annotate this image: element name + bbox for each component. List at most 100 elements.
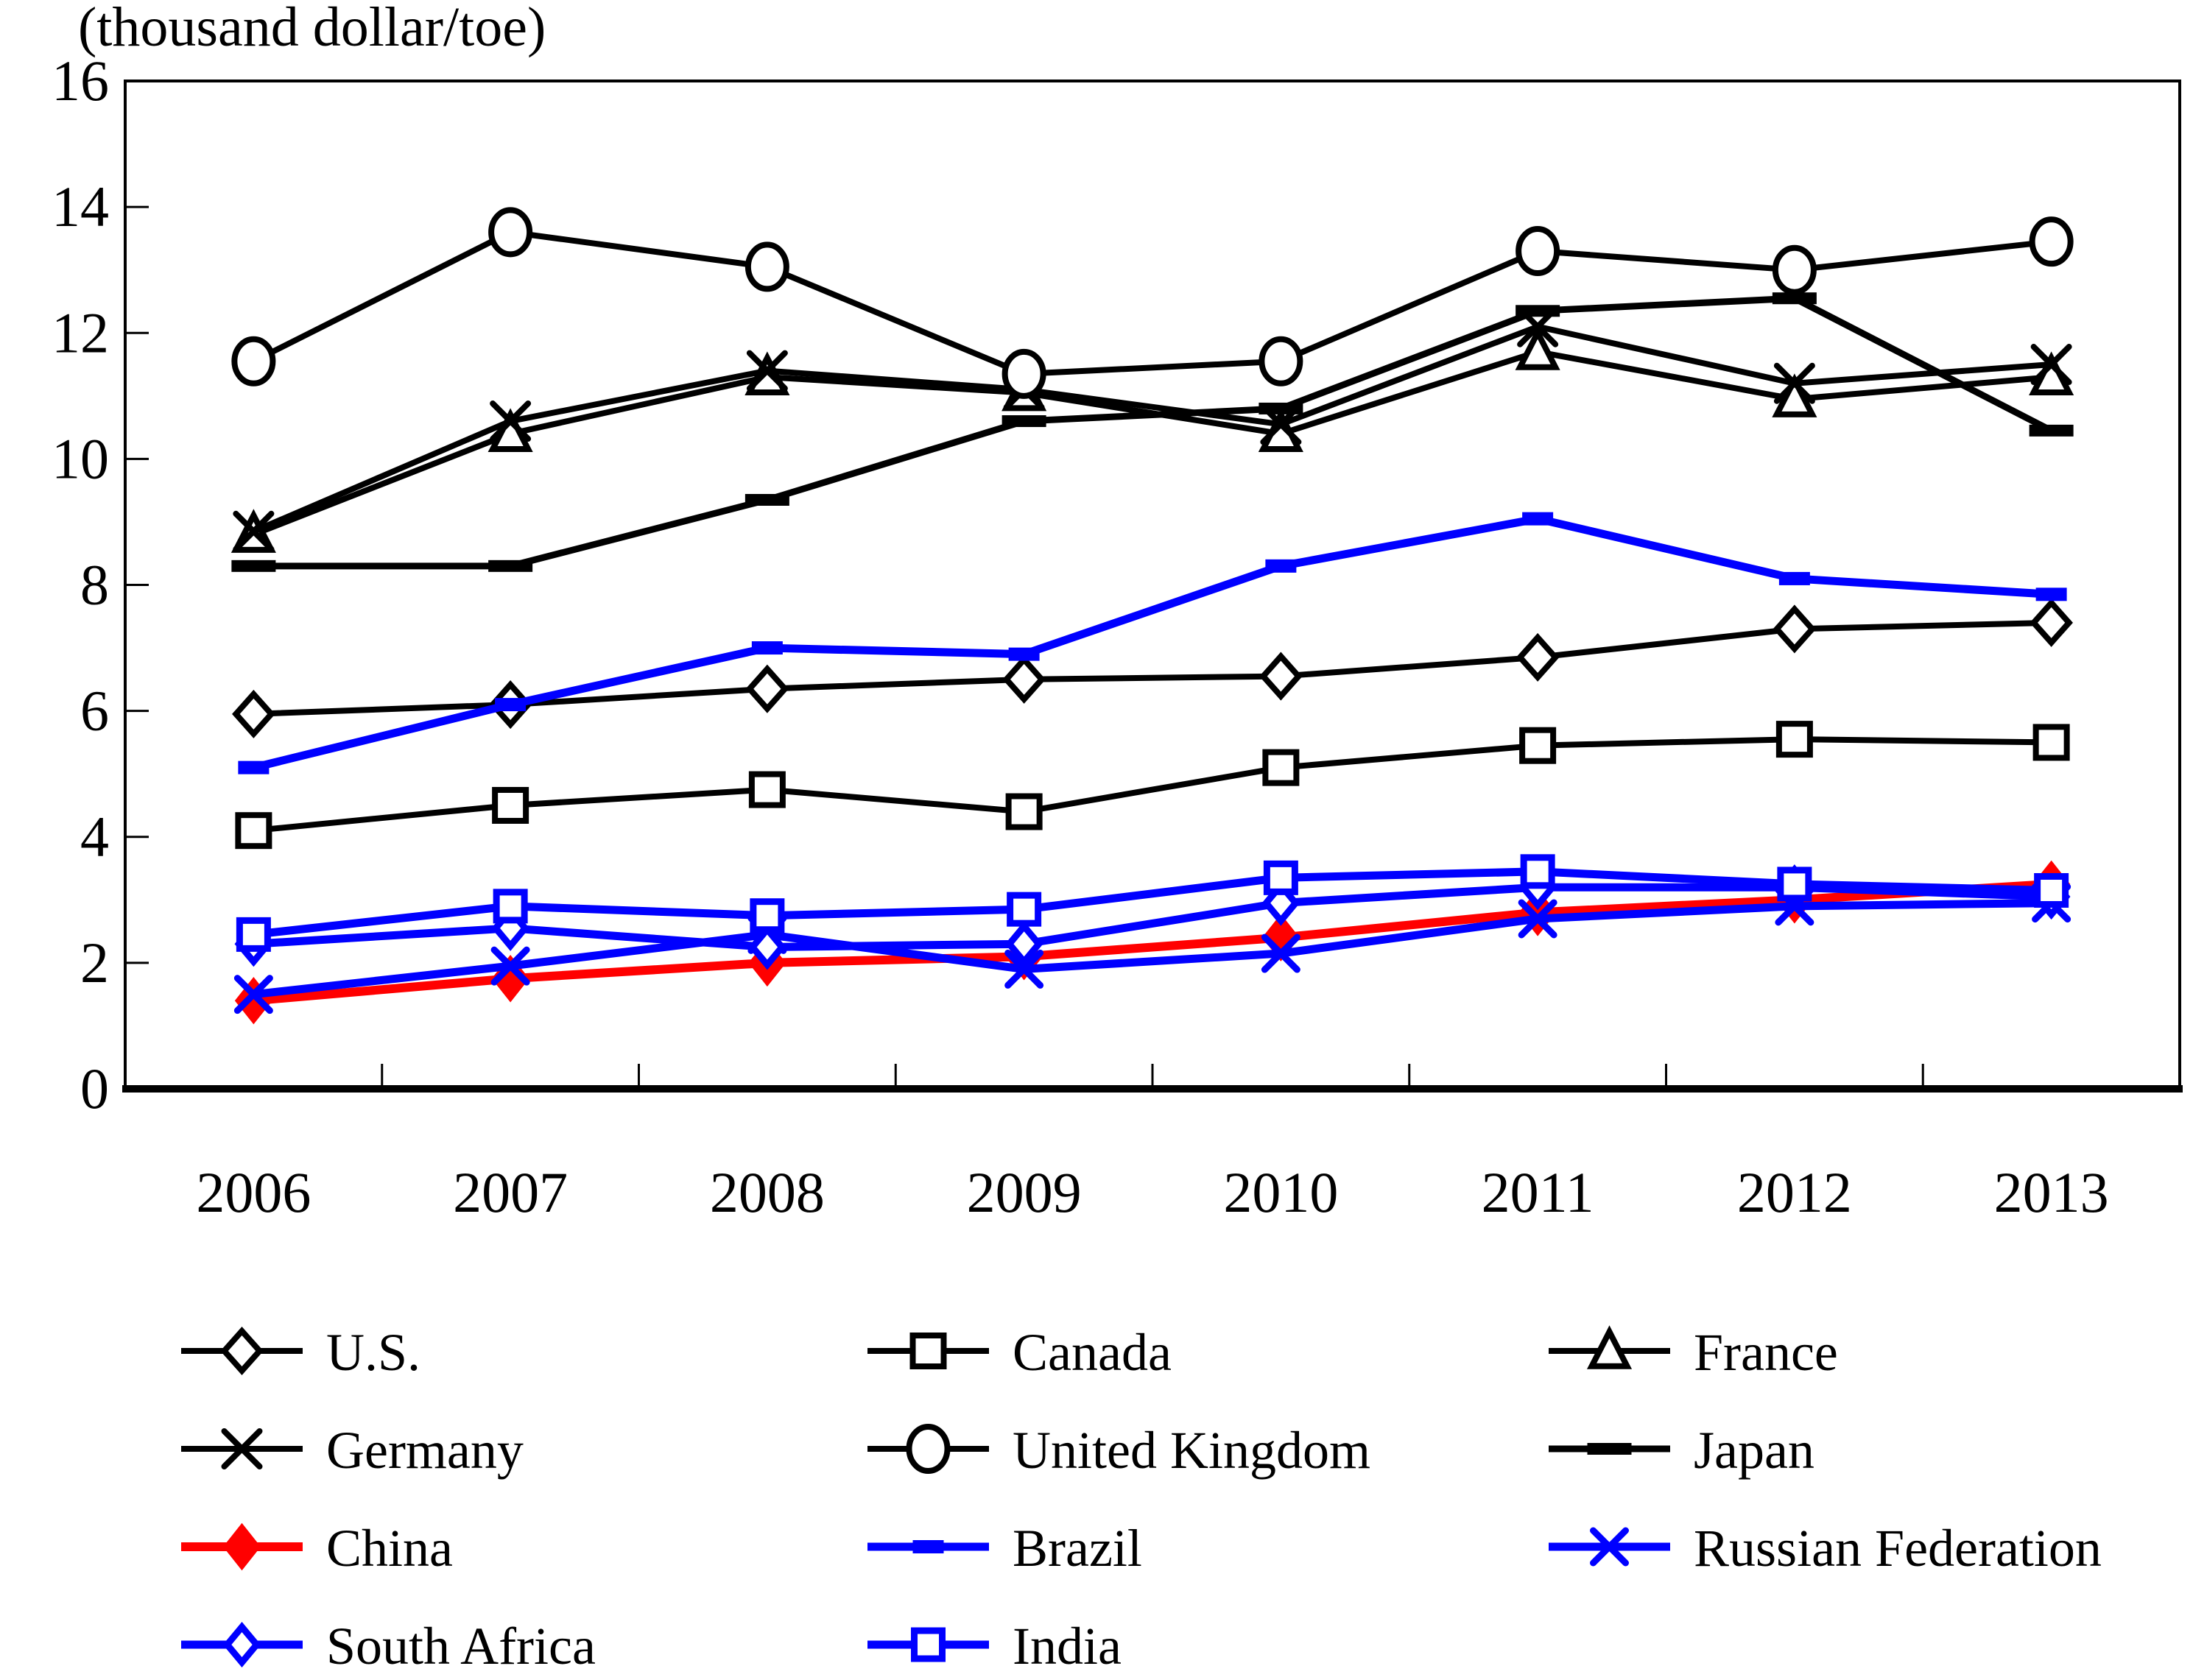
open-square-marker [492,786,529,824]
filled-dash-marker [1772,292,1817,305]
open-triangle-marker [1515,326,1560,370]
legend-label-brazil: Brazil [1013,1519,1142,1578]
open-square-marker [909,1333,947,1369]
open-diamond-marker [232,689,275,738]
open-diamond-marker [748,924,786,970]
open-diamond-marker [2030,598,2073,647]
x-marker [221,1428,263,1469]
x-tick-label: 2012 [1737,1160,1852,1224]
filled-dash-marker [1778,571,1810,585]
filled-dash-marker [1522,512,1554,526]
x-tick-label: 2007 [453,1160,568,1224]
filled-dash-marker [1259,402,1303,414]
x-tick-label: 2010 [1223,1160,1338,1224]
open-diamond-marker [1516,632,1560,682]
x-marker [233,975,273,1014]
y-tick-label: 16 [52,49,109,113]
series-line-brazil [253,515,2052,772]
legend-label-france: France [1694,1323,1838,1382]
filled-dash-marker [1516,305,1560,317]
open-triangle-marker [1772,373,1817,417]
open-diamond-marker [222,1621,261,1668]
legend-label-u-s: U.S. [326,1323,420,1382]
series-line-china [253,879,2052,1006]
open-diamond-marker [220,1326,264,1376]
filled-diamond-marker [222,1522,261,1571]
filled-dash-marker [745,493,789,506]
filled-dash-marker [488,560,533,572]
open-circle-marker [488,207,533,258]
filled-dash-marker [2029,424,2074,437]
x-marker [490,400,532,442]
y-tick-label: 12 [52,300,109,364]
legend-label-canada: Canada [1013,1323,1172,1382]
x-marker [2030,344,2072,386]
x-tick-label: 2011 [1482,1160,1594,1224]
series-line-japan [253,294,2053,570]
open-square-marker [1262,749,1300,786]
x-tick-label: 2006 [196,1160,311,1224]
open-square-marker [1005,793,1043,830]
legend-label-united-kingdom: United Kingdom [1013,1421,1370,1480]
filled-dash-marker [1002,415,1046,428]
open-circle-marker [1259,336,1303,387]
legend-label-japan: Japan [1694,1421,1814,1480]
open-square-marker [2034,872,2069,908]
y-tick-label: 6 [80,679,109,743]
y-tick-label: 4 [80,805,109,869]
series-line-canada [253,736,2052,834]
open-square-marker [750,898,785,933]
y-tick-label: 14 [52,174,109,239]
open-diamond-marker [1773,604,1817,654]
legend-label-south-africa: South Africa [326,1617,596,1676]
y-tick-label: 0 [80,1056,109,1120]
series-line-russian-federation [253,899,2052,999]
open-square-marker [1520,854,1555,889]
filled-dash-marker [231,560,276,572]
open-square-marker [748,771,786,808]
open-square-marker [235,812,272,850]
open-diamond-marker [1004,921,1043,967]
x-marker [1590,1527,1629,1567]
y-tick-label: 2 [80,931,109,995]
filled-dash-marker [238,760,270,774]
filled-dash-marker [912,1540,944,1553]
open-circle-marker [2029,216,2074,267]
open-circle-marker [1002,348,1046,399]
series-line-germany [252,323,2052,534]
filled-dash-marker [495,698,527,712]
y-tick-label: 10 [52,426,109,490]
y-tick-label: 8 [80,553,109,617]
x-marker [1004,949,1044,989]
legend-label-china: China [326,1519,453,1578]
open-square-marker [1519,727,1557,764]
open-diamond-marker [1002,654,1046,704]
filled-dash-marker [751,641,783,655]
open-square-marker [911,1627,946,1662]
chart-title: (thousand dollar/toe) [78,0,546,58]
open-triangle-marker [1586,1325,1633,1369]
x-marker [1261,933,1300,973]
x-marker [490,946,530,986]
open-circle-marker [1772,244,1817,295]
open-circle-marker [745,241,789,292]
open-circle-marker [1516,226,1560,277]
open-square-marker [1777,867,1812,902]
open-square-marker [2032,724,2070,761]
series-line-u-s [253,619,2052,717]
open-square-marker [1263,860,1298,895]
open-square-marker [1007,892,1042,927]
open-square-marker [493,889,528,924]
open-diamond-marker [745,664,789,713]
x-tick-label: 2009 [967,1160,1082,1224]
legend-label-russian-federation: Russian Federation [1694,1519,2102,1578]
legend-label-germany: Germany [326,1421,524,1480]
open-square-marker [1775,721,1813,758]
open-diamond-marker [1259,652,1303,701]
x-marker [233,510,275,552]
legend-label-india: India [1013,1617,1122,1676]
filled-dash-marker [1265,559,1297,573]
series-line-india [253,867,2052,939]
series-line-south-africa [253,883,2052,951]
open-circle-marker [231,336,276,387]
